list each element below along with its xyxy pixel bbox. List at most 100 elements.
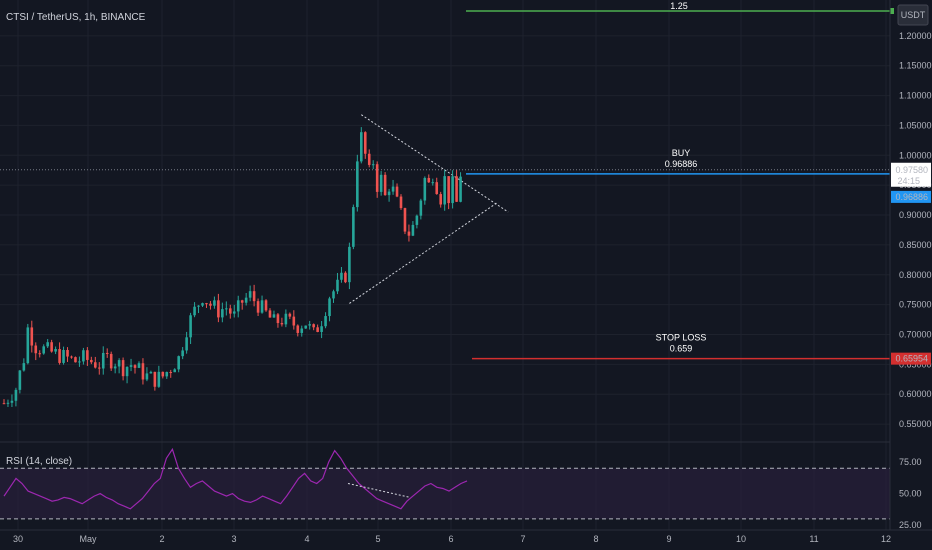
time-tick-label: 8 bbox=[593, 534, 598, 544]
candle-body bbox=[316, 327, 319, 332]
rsi-tick-label: 50.00 bbox=[899, 489, 922, 499]
candle-body bbox=[26, 327, 30, 364]
candle-body bbox=[173, 369, 177, 373]
candle-body bbox=[145, 373, 149, 380]
candle-body bbox=[451, 176, 454, 204]
rsi-divergence-line bbox=[347, 482, 411, 498]
candle-body bbox=[161, 371, 165, 377]
candle-body bbox=[2, 403, 6, 405]
candle-body bbox=[121, 360, 125, 377]
price-tick-label: 0.75000 bbox=[899, 300, 932, 310]
candle-body bbox=[371, 164, 375, 166]
candle-body bbox=[129, 365, 133, 367]
candle-body bbox=[280, 323, 284, 325]
candle-body bbox=[38, 353, 42, 355]
candle-body bbox=[288, 313, 292, 317]
countdown-text: 24:15 bbox=[897, 176, 920, 186]
candle-body bbox=[395, 186, 399, 197]
candle-body bbox=[435, 182, 439, 195]
triangle-upper-line bbox=[361, 114, 509, 213]
candlestick-series[interactable] bbox=[2, 127, 462, 408]
rsi-tick-label: 75.00 bbox=[899, 457, 922, 467]
price-tick-label: 1.05000 bbox=[899, 120, 932, 130]
rsi-tick-label: 25.00 bbox=[899, 520, 922, 530]
time-tick-label: 4 bbox=[304, 534, 309, 544]
candle-body bbox=[10, 400, 14, 403]
candle-body bbox=[300, 328, 304, 333]
stop-price-badge bbox=[891, 352, 931, 365]
candle-body bbox=[268, 310, 272, 318]
candle-body bbox=[252, 291, 256, 302]
candle-body bbox=[272, 314, 276, 318]
candle-body bbox=[336, 279, 339, 292]
candle-body bbox=[30, 327, 34, 346]
candle-body bbox=[137, 363, 141, 368]
price-tick-label: 0.60000 bbox=[899, 389, 932, 399]
time-axis[interactable]: 30 May 2 3 4 5 6 7 8 9 10 11 12 bbox=[13, 534, 891, 544]
candle-body bbox=[62, 350, 65, 363]
candle-body bbox=[403, 208, 407, 232]
candle-body bbox=[439, 194, 442, 205]
candle-body bbox=[165, 372, 169, 377]
time-tick-label: 6 bbox=[448, 534, 453, 544]
candle-body bbox=[423, 177, 427, 201]
candle-body bbox=[320, 326, 323, 332]
price-axis[interactable]: 1.200001.150001.100001.050001.000000.950… bbox=[891, 31, 932, 530]
candle-body bbox=[225, 308, 228, 310]
candle-body bbox=[66, 350, 69, 357]
candle-body bbox=[415, 215, 419, 225]
buy-label: BUY bbox=[672, 148, 691, 158]
candle-body bbox=[205, 303, 208, 305]
candle-body bbox=[427, 177, 431, 183]
price-tick-label: 1.10000 bbox=[899, 91, 932, 101]
candle-body bbox=[125, 366, 129, 377]
candle-body bbox=[133, 365, 137, 368]
candle-body bbox=[50, 342, 53, 352]
currency-badge[interactable] bbox=[897, 4, 929, 26]
time-tick-label: 30 bbox=[13, 534, 23, 544]
candle-body bbox=[284, 313, 288, 325]
candle-body bbox=[141, 363, 145, 380]
candle-body bbox=[101, 352, 105, 369]
price-tick-label: 1.15000 bbox=[899, 61, 932, 71]
time-tick-label: 9 bbox=[666, 534, 671, 544]
candle-body bbox=[201, 303, 204, 306]
candle-body bbox=[348, 246, 351, 283]
price-tick-label: 0.70000 bbox=[899, 329, 932, 339]
candle-body bbox=[90, 359, 93, 363]
candle-body bbox=[264, 300, 268, 311]
candle-body bbox=[407, 231, 411, 236]
candle-body bbox=[14, 389, 18, 401]
time-tick-label: 11 bbox=[809, 534, 818, 544]
candle-body bbox=[296, 325, 300, 333]
stop-price-badge-text: 0.65954 bbox=[895, 354, 928, 364]
candle-body bbox=[217, 300, 220, 318]
candle-body bbox=[383, 174, 387, 196]
candle-body bbox=[363, 132, 367, 154]
candle-body bbox=[367, 153, 371, 165]
candle-body bbox=[193, 306, 196, 316]
candle-body bbox=[276, 314, 280, 324]
candle-body bbox=[221, 309, 224, 318]
current-price-badge bbox=[891, 162, 931, 187]
candle-body bbox=[352, 207, 355, 247]
candle-body bbox=[244, 297, 248, 303]
candle-body bbox=[411, 224, 415, 236]
candle-body bbox=[181, 350, 184, 357]
time-tick-label: 10 bbox=[736, 534, 746, 544]
candle-body bbox=[46, 342, 49, 347]
price-tick-label: 0.90000 bbox=[899, 210, 932, 220]
chart-title: CTSI / TetherUS, 1h, BINANCE bbox=[6, 12, 146, 23]
candle-body bbox=[189, 315, 192, 338]
candle-body bbox=[97, 367, 101, 369]
candle-body bbox=[86, 350, 89, 360]
candle-body bbox=[157, 371, 161, 387]
buy-price-badge bbox=[891, 190, 931, 203]
candle-body bbox=[443, 176, 446, 205]
candle-body bbox=[34, 345, 38, 354]
candle-body bbox=[399, 196, 403, 209]
time-tick-label: May bbox=[79, 534, 97, 544]
rsi-title: RSI (14, close) bbox=[6, 456, 72, 467]
